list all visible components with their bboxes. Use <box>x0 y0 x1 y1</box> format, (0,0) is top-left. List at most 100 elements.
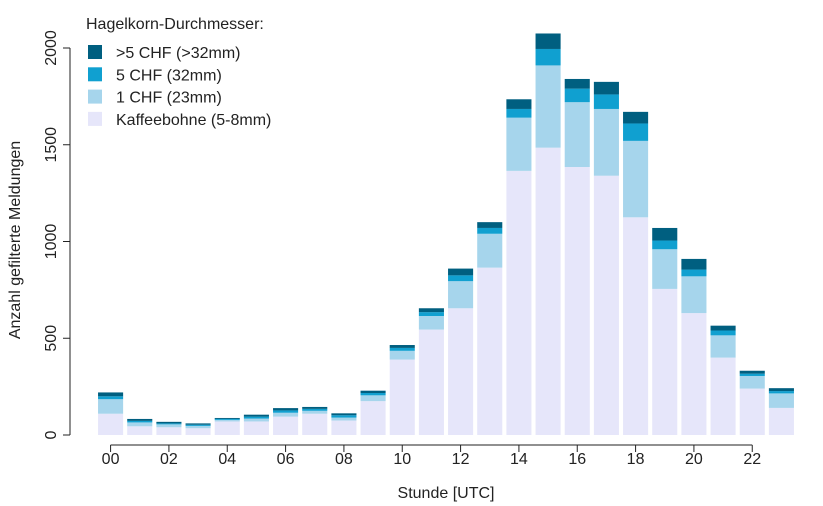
legend: Hagelkorn-Durchmesser: >5 CHF (>32mm) 5 C… <box>86 16 271 129</box>
legend-swatch <box>88 89 102 104</box>
x-tick-label: 06 <box>277 451 295 468</box>
x-tick-label: 10 <box>393 451 411 468</box>
bar-segment <box>156 424 182 428</box>
bar-segment <box>535 48 561 66</box>
x-tick-label: 00 <box>102 451 120 468</box>
bar-segment <box>389 359 415 435</box>
bar-segment <box>156 423 182 425</box>
bar-segment <box>273 412 299 417</box>
bar-segment <box>360 395 386 402</box>
x-axis: 00 02 04 06 08 10 12 14 16 18 20 22 <box>102 444 761 468</box>
legend-entry: 1 CHF (23mm) <box>116 90 222 107</box>
bar-segment <box>98 396 124 400</box>
bar-segment <box>681 313 707 435</box>
bar-segment <box>302 406 328 409</box>
bars <box>98 33 794 435</box>
bar-segment <box>652 240 678 250</box>
x-tick-label: 12 <box>452 451 470 468</box>
x-tick-label: 18 <box>627 451 645 468</box>
y-axis-title: Anzahl gefilterte Meldungen <box>7 141 24 339</box>
legend-title: Hagelkorn-Durchmesser: <box>86 16 264 33</box>
bar-segment <box>214 421 240 435</box>
bar-segment <box>243 414 269 417</box>
bar-segment <box>768 393 794 408</box>
bar-segment <box>127 422 153 427</box>
bar-segment <box>185 424 211 426</box>
bar-segment <box>360 393 386 396</box>
y-tick-label: 500 <box>43 325 60 352</box>
x-tick-label: 20 <box>685 451 703 468</box>
bar-segment <box>273 416 299 435</box>
bar-segment <box>214 419 240 422</box>
x-tick-label: 14 <box>510 451 528 468</box>
bar-segment <box>739 373 765 376</box>
bar-segment <box>331 417 357 421</box>
bar-segment <box>98 413 124 435</box>
bar-segment <box>127 426 153 435</box>
bar-segment <box>681 258 707 270</box>
bar-segment <box>418 315 444 330</box>
bar-segment <box>360 390 386 394</box>
bar-segment <box>535 65 561 148</box>
bar-segment <box>389 350 415 360</box>
x-tick-label: 02 <box>160 451 178 468</box>
bar-segment <box>331 415 357 418</box>
bar-segment <box>302 410 328 414</box>
x-tick-label: 16 <box>568 451 586 468</box>
bar-segment <box>710 330 736 336</box>
bar-segment <box>535 33 561 49</box>
bar-segment <box>739 375 765 389</box>
bar-segment <box>739 388 765 435</box>
bar-segment <box>593 175 619 435</box>
bar-segment <box>331 420 357 435</box>
bar-segment <box>156 421 182 424</box>
bar-segment <box>477 233 503 268</box>
bar-segment <box>331 413 357 416</box>
bar-segment <box>98 399 124 414</box>
legend-swatch <box>88 45 102 59</box>
bar-segment <box>681 276 707 314</box>
bar-segment <box>448 268 474 276</box>
legend-entry: >5 CHF (>32mm) <box>116 45 240 62</box>
bar-segment <box>652 227 678 241</box>
y-axis: 0 500 1000 1500 2000 <box>43 30 71 439</box>
bar-segment <box>360 401 386 435</box>
bar-segment <box>564 88 590 103</box>
bar-segment <box>214 418 240 420</box>
bar-segment <box>243 416 269 419</box>
bar-segment <box>448 281 474 309</box>
bar-segment <box>623 111 649 124</box>
bar-segment <box>506 108 532 118</box>
bar-segment <box>185 425 211 429</box>
bar-segment <box>623 123 649 141</box>
bar-segment <box>768 407 794 435</box>
bar-segment <box>564 167 590 435</box>
bar-segment <box>768 388 794 392</box>
bar-segment <box>710 335 736 358</box>
bar-segment <box>710 357 736 435</box>
bar-segment <box>418 312 444 316</box>
bar-segment <box>535 147 561 435</box>
bar-segment <box>389 345 415 348</box>
legend-entry: Kaffeebohne (5-8mm) <box>116 112 271 129</box>
bar-segment <box>302 408 328 411</box>
bar-segment <box>623 140 649 218</box>
bar-segment <box>710 325 736 331</box>
y-tick-label: 2000 <box>43 30 60 66</box>
bar-segment <box>156 427 182 435</box>
bar-segment <box>564 102 590 168</box>
y-tick-label: 0 <box>43 430 60 439</box>
bar-segment <box>623 217 649 435</box>
y-tick-label: 1500 <box>43 127 60 163</box>
legend-swatch <box>88 67 102 82</box>
bar-segment <box>448 275 474 282</box>
bar-segment <box>652 288 678 435</box>
bar-segment <box>418 329 444 435</box>
bar-segment <box>448 308 474 435</box>
bar-segment <box>506 99 532 109</box>
bar-segment <box>243 418 269 422</box>
bar-segment <box>593 108 619 176</box>
bar-segment <box>273 410 299 413</box>
bar-segment <box>477 227 503 234</box>
